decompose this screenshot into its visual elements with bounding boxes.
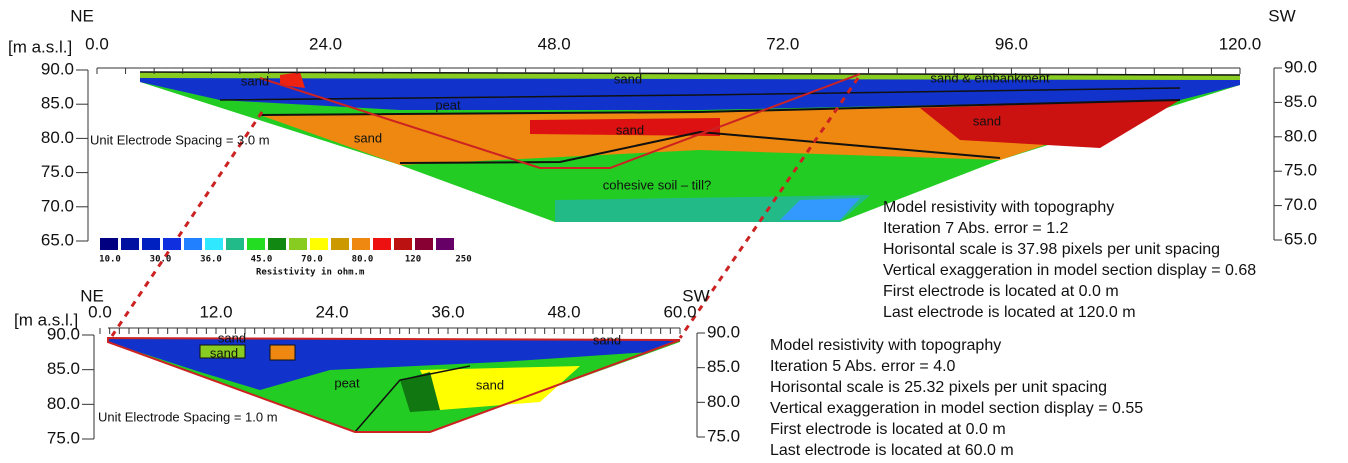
legend-swatch [205, 238, 223, 250]
info-line: Iteration 7 Abs. error = 1.2 [883, 220, 1069, 237]
spacing-note: Unit Electrode Spacing = 3.0 m [90, 132, 270, 147]
section-label: sand [354, 130, 382, 145]
bottom-section [107, 327, 681, 433]
legend-swatch [184, 238, 202, 250]
y-tick-label: 65.0 [1284, 229, 1317, 248]
legend-swatch [100, 238, 118, 250]
section-label: sand [614, 71, 642, 86]
legend-swatch [289, 238, 307, 250]
x-tick-label: 0.0 [85, 34, 109, 53]
y-tick-label: 90.0 [47, 324, 80, 343]
section-label: peat [435, 97, 461, 112]
info-line: Model resistivity with topography [883, 199, 1114, 216]
y-tick-label: 80.0 [41, 128, 74, 147]
y-tick-label: 80.0 [1284, 126, 1317, 145]
legend-value: 30.0 [150, 255, 172, 265]
section-label: sand [218, 330, 246, 345]
y-tick-label: 70.0 [1284, 195, 1317, 214]
legend-swatch [352, 238, 370, 250]
y-tick-label: 75.0 [41, 162, 74, 181]
x-tick-label: 12.0 [199, 302, 232, 321]
legend-value: 45.0 [251, 255, 273, 265]
y-tick-label: 90.0 [1284, 57, 1317, 76]
section-label: peat [334, 375, 360, 390]
legend-value: 250 [455, 255, 471, 265]
legend-swatch [226, 238, 244, 250]
y-tick-label: 75.0 [47, 428, 80, 447]
legend-title: Resistivity in ohm.m [256, 267, 365, 278]
section-label: sand [476, 377, 504, 392]
y-tick-label: 85.0 [1284, 92, 1317, 111]
y-tick-label: 75.0 [707, 426, 740, 445]
legend-swatch [373, 238, 391, 250]
legend-swatch [394, 238, 412, 250]
legend-swatch [310, 238, 328, 250]
spacing-note: Unit Electrode Spacing = 1.0 m [98, 409, 278, 424]
x-tick-label: 72.0 [766, 34, 799, 53]
y-tick-label: 85.0 [47, 359, 80, 378]
direction-label: SW [682, 286, 709, 305]
y-tick-label: 85.0 [707, 357, 740, 376]
legend-swatch [331, 238, 349, 250]
axis-label: [m a.s.l.] [8, 37, 72, 56]
connectors [110, 77, 860, 339]
section-label: sand [593, 332, 621, 347]
legend-value: 70.0 [301, 255, 323, 265]
y-tick-label: 90.0 [41, 59, 74, 78]
legend-value: 120 [405, 255, 421, 265]
section-label: sand [973, 113, 1001, 128]
info-line: Last electrode is located at 60.0 m [770, 442, 1014, 459]
x-tick-label: 96.0 [995, 34, 1028, 53]
info-line: Horisontal scale is 25.32 pixels per uni… [770, 379, 1107, 396]
section-label: sand & embankment [930, 70, 1050, 85]
legend-swatch [247, 238, 265, 250]
info-line: Iteration 5 Abs. error = 4.0 [770, 358, 956, 375]
section-label: sand [210, 345, 238, 360]
direction-label: NE [70, 6, 94, 25]
info-line: Vertical exaggeration in model section d… [770, 400, 1143, 417]
y-tick-label: 80.0 [707, 392, 740, 411]
x-tick-label: 48.0 [538, 34, 571, 53]
x-tick-label: 24.0 [315, 302, 348, 321]
axis-label: [m a.s.l.] [14, 310, 78, 329]
x-tick-label: 36.0 [431, 302, 464, 321]
x-tick-label: 60.0 [663, 302, 696, 321]
x-tick-label: 24.0 [309, 34, 342, 53]
x-tick-label: 120.0 [1219, 34, 1262, 53]
y-tick-label: 80.0 [47, 394, 80, 413]
x-tick-label: 0.0 [88, 302, 112, 321]
info-line: Vertical exaggeration in model section d… [883, 262, 1256, 279]
info-line: Last electrode is located at 120.0 m [883, 304, 1136, 321]
section-label: sand [616, 122, 644, 137]
y-tick-label: 75.0 [1284, 161, 1317, 180]
legend-swatch [436, 238, 454, 250]
y-tick-label: 85.0 [41, 94, 74, 113]
top-section [97, 67, 1241, 222]
y-tick-label: 65.0 [41, 230, 74, 249]
section-label: cohesive soil – till? [603, 177, 711, 192]
legend-swatch [121, 238, 139, 250]
x-tick-label: 48.0 [547, 302, 580, 321]
y-tick-label: 70.0 [41, 196, 74, 215]
info-line: First electrode is located at 0.0 m [883, 283, 1119, 300]
info-line: Model resistivity with topography [770, 337, 1001, 354]
legend-value: 10.0 [99, 255, 121, 265]
direction-label: SW [1268, 6, 1295, 25]
info-line: Horisontal scale is 37.98 pixels per uni… [883, 241, 1220, 258]
info-line: First electrode is located at 0.0 m [770, 421, 1006, 438]
legend-swatch [163, 238, 181, 250]
direction-label: NE [80, 286, 104, 305]
y-tick-label: 90.0 [707, 322, 740, 341]
legend-swatch [268, 238, 286, 250]
legend-value: 36.0 [200, 255, 222, 265]
legend-swatch [415, 238, 433, 250]
legend-value: 80.0 [352, 255, 374, 265]
legend-swatch [142, 238, 160, 250]
section-label: sand [241, 73, 269, 88]
